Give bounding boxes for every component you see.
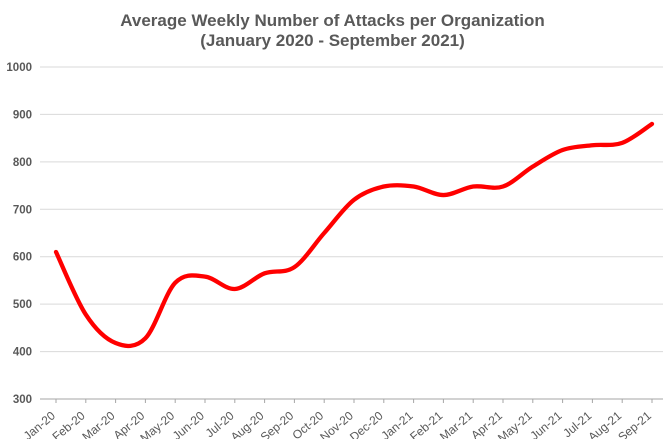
svg-text:700: 700 xyxy=(13,204,32,216)
svg-text:300: 300 xyxy=(13,394,32,406)
svg-text:Sep-21: Sep-21 xyxy=(615,408,654,439)
svg-text:Jun-21: Jun-21 xyxy=(527,408,564,439)
svg-text:600: 600 xyxy=(13,252,32,264)
svg-text:1000: 1000 xyxy=(6,62,32,74)
svg-text:400: 400 xyxy=(13,347,32,359)
svg-text:500: 500 xyxy=(13,299,32,311)
svg-text:800: 800 xyxy=(13,157,32,169)
svg-text:900: 900 xyxy=(13,109,32,121)
svg-text:Jun-20: Jun-20 xyxy=(170,408,207,439)
